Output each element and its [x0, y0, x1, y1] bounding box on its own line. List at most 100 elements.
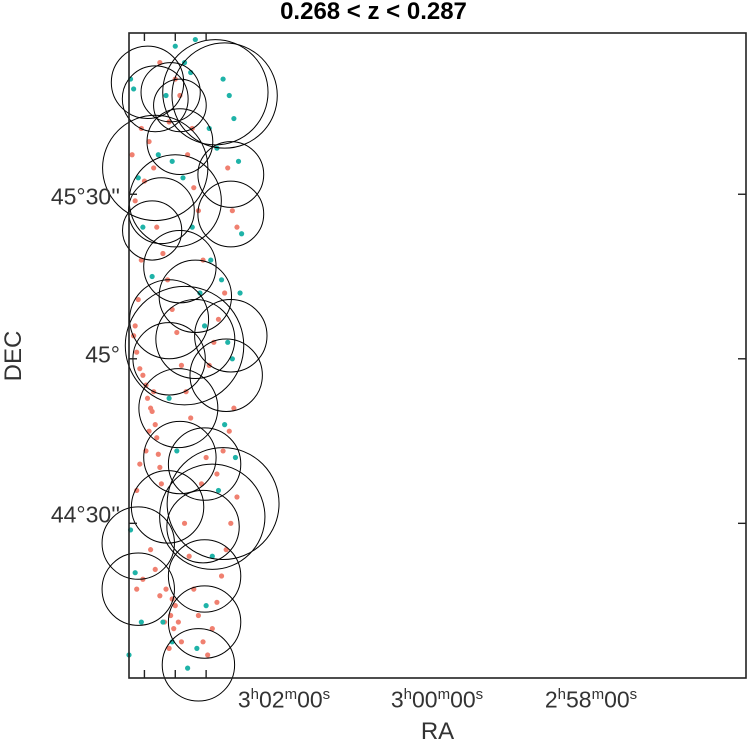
red-point [218, 573, 225, 579]
teal-point [226, 92, 232, 99]
cluster-circle [128, 154, 222, 248]
cluster-circle [143, 420, 217, 495]
teal-point [225, 339, 231, 345]
red-point [214, 471, 220, 477]
red-point [195, 612, 202, 619]
cluster-circle [140, 62, 201, 123]
teal-point [132, 570, 138, 576]
red-point [151, 165, 157, 171]
red-point [135, 296, 141, 303]
red-point [228, 520, 234, 526]
teal-point [166, 395, 172, 401]
teal-point [215, 487, 222, 494]
red-point [209, 626, 215, 632]
cluster-circle [127, 177, 195, 245]
cluster-circle [159, 463, 266, 570]
red-point [137, 366, 143, 372]
points-layer [126, 36, 245, 671]
red-point [163, 586, 169, 592]
red-point [149, 408, 155, 415]
red-point [172, 603, 178, 609]
cluster-circle [155, 299, 236, 380]
red-point [129, 152, 135, 158]
red-point [158, 481, 164, 487]
y-axis-label: DEC [0, 330, 27, 382]
teal-point [208, 257, 214, 263]
cluster-circle [122, 200, 183, 261]
chart-title: 0.268 < z < 0.287 [280, 0, 467, 25]
x-axis-label: RA [420, 718, 455, 745]
red-point [147, 547, 154, 553]
red-point [234, 494, 240, 500]
teal-point [231, 115, 237, 122]
red-point [220, 448, 226, 454]
teal-point [209, 553, 215, 559]
red-point [137, 461, 143, 467]
red-point [154, 435, 160, 441]
teal-point [138, 619, 144, 625]
x-tick-label: 3h02m00s [237, 686, 331, 713]
y-tick-label: 45° [85, 341, 120, 368]
cluster-circle [121, 65, 189, 133]
red-point [144, 395, 151, 401]
teal-point [140, 224, 146, 230]
cluster-circle [146, 108, 214, 176]
red-point [178, 639, 185, 645]
teal-point [239, 231, 245, 237]
red-point [214, 599, 220, 605]
cluster-circle [138, 368, 219, 449]
cluster-circle [158, 259, 233, 333]
teal-point [192, 36, 198, 43]
cluster-circle [167, 427, 242, 501]
teal-point [197, 290, 203, 296]
teal-point [220, 76, 226, 82]
teal-point [174, 448, 180, 454]
teal-point [235, 158, 242, 164]
cluster-circle [101, 552, 175, 626]
cluster-circle [166, 447, 280, 561]
teal-point [169, 158, 175, 164]
teal-point [160, 619, 166, 625]
cluster-circle [167, 585, 242, 659]
red-point [155, 451, 161, 457]
red-point [205, 652, 211, 658]
teal-point [172, 43, 178, 49]
teal-point [232, 454, 239, 461]
red-point [181, 520, 188, 526]
red-point [231, 405, 237, 411]
red-point [203, 454, 209, 461]
red-point [146, 138, 152, 145]
teal-point [163, 92, 169, 99]
teal-point [214, 145, 220, 151]
red-point [226, 428, 232, 434]
plot-frame [128, 32, 747, 679]
x-tick-label: 3h00m00s [390, 686, 484, 713]
teal-point [194, 645, 200, 651]
cluster-circle [101, 506, 175, 580]
cluster-circle [162, 39, 269, 146]
red-point [225, 165, 231, 171]
red-point [132, 198, 138, 204]
y-tick-label: 45°30'' [50, 183, 120, 210]
cluster-circle [124, 285, 245, 406]
cluster-circle [194, 299, 268, 373]
red-point [174, 329, 180, 336]
red-point [200, 639, 206, 645]
x-tick-label: 2h58m00s [544, 686, 638, 713]
cluster-circle [161, 628, 236, 702]
teal-point [218, 277, 225, 283]
cluster-circle [171, 42, 278, 149]
red-point [222, 290, 228, 296]
red-point [140, 372, 146, 378]
teal-point [237, 290, 243, 296]
cluster-circle [130, 470, 205, 544]
cluster-circle [189, 338, 263, 412]
red-point [134, 586, 140, 592]
red-point [229, 208, 235, 214]
red-point [171, 626, 177, 632]
y-tick-label: 44°30'' [50, 501, 120, 528]
red-point [154, 224, 160, 230]
red-point [166, 645, 172, 651]
circles-layer [101, 39, 280, 702]
